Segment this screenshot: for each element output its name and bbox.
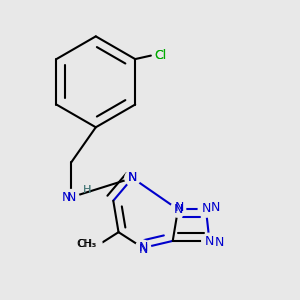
Circle shape bbox=[135, 240, 151, 256]
Circle shape bbox=[153, 47, 170, 64]
Text: CH₃: CH₃ bbox=[77, 239, 97, 249]
Text: H: H bbox=[83, 185, 91, 195]
Circle shape bbox=[82, 235, 102, 254]
Text: N: N bbox=[128, 172, 137, 184]
Text: N: N bbox=[211, 201, 220, 214]
Text: H: H bbox=[83, 184, 91, 194]
Circle shape bbox=[202, 233, 217, 249]
Text: Cl: Cl bbox=[154, 49, 167, 62]
Text: N: N bbox=[67, 191, 76, 204]
Text: Cl: Cl bbox=[154, 49, 167, 62]
Text: N: N bbox=[128, 172, 137, 184]
Circle shape bbox=[170, 202, 186, 217]
Text: N: N bbox=[205, 235, 214, 248]
Text: N: N bbox=[61, 191, 71, 204]
Text: N: N bbox=[175, 201, 184, 214]
Text: CH₃: CH₃ bbox=[76, 239, 96, 249]
Circle shape bbox=[198, 202, 214, 217]
Text: N: N bbox=[201, 202, 211, 215]
Circle shape bbox=[125, 170, 140, 186]
Text: N: N bbox=[173, 203, 183, 216]
Text: N: N bbox=[215, 236, 224, 249]
Text: N: N bbox=[138, 243, 148, 256]
Circle shape bbox=[64, 190, 79, 205]
Text: N: N bbox=[138, 242, 148, 254]
